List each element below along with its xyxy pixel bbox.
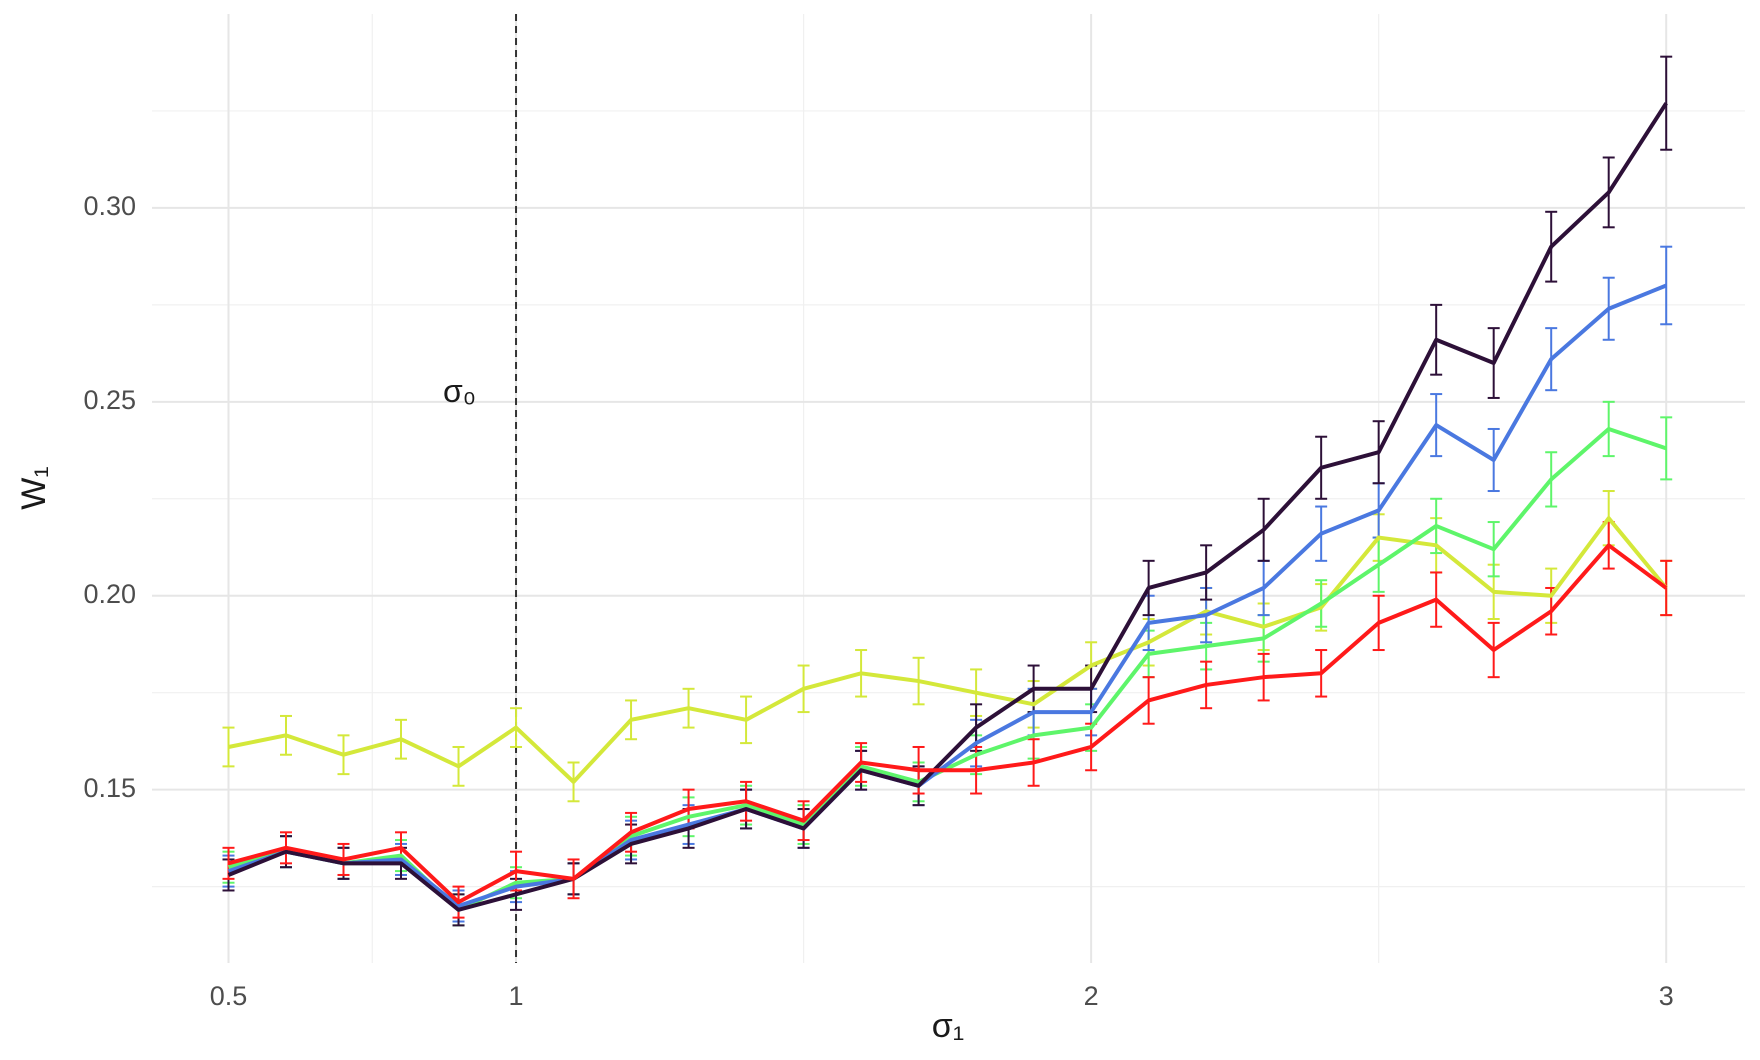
series-line — [227, 543, 1668, 905]
x-tick-label: 2 — [1084, 981, 1099, 1011]
series-line — [228, 516, 1668, 784]
x-tick-label: 0.5 — [210, 981, 248, 1011]
y-tick-label: 0.30 — [83, 191, 136, 221]
y-axis-title: W₁ — [15, 466, 53, 510]
series-line — [227, 102, 1668, 912]
y-tick-label: 0.20 — [83, 579, 136, 609]
y-tick-label: 0.15 — [83, 773, 136, 803]
x-tick-label: 3 — [1659, 981, 1674, 1011]
series-line — [227, 426, 1667, 912]
x-axis-title: σ₁ — [932, 1007, 964, 1045]
annotation: σ₀ — [443, 373, 476, 409]
y-tick-label: 0.25 — [83, 385, 136, 415]
series-line — [227, 283, 1667, 908]
x-tick-label: 1 — [509, 981, 524, 1011]
